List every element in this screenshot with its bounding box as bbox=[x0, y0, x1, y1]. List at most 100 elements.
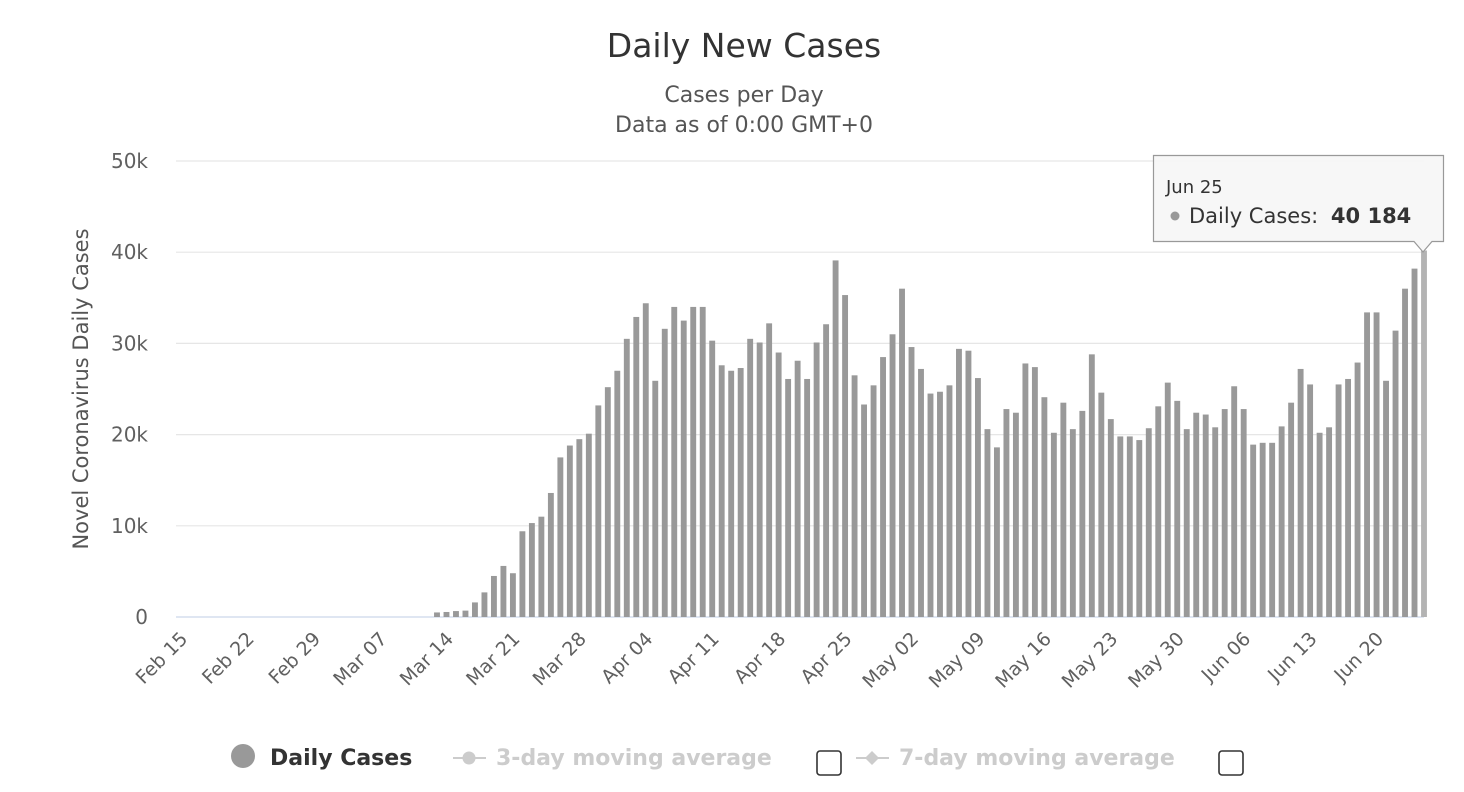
bar[interactable] bbox=[709, 340, 716, 617]
bar[interactable] bbox=[899, 288, 905, 617]
bar[interactable] bbox=[699, 306, 706, 617]
bar[interactable] bbox=[870, 385, 877, 617]
bar[interactable] bbox=[766, 323, 773, 617]
bar[interactable] bbox=[1307, 384, 1314, 617]
bar[interactable] bbox=[975, 378, 981, 617]
bar[interactable] bbox=[1126, 436, 1133, 617]
bar[interactable] bbox=[509, 573, 516, 617]
bar[interactable] bbox=[1402, 288, 1408, 617]
bar[interactable] bbox=[1145, 428, 1152, 617]
legend-3day-checkbox[interactable] bbox=[816, 750, 842, 776]
bar[interactable] bbox=[908, 347, 915, 617]
bar[interactable] bbox=[481, 592, 488, 617]
bar[interactable] bbox=[1022, 363, 1029, 617]
bar[interactable] bbox=[519, 531, 526, 617]
bar[interactable] bbox=[434, 612, 440, 617]
bar[interactable] bbox=[1136, 440, 1143, 617]
bar[interactable] bbox=[1079, 410, 1086, 617]
bar[interactable] bbox=[785, 378, 792, 617]
bar[interactable] bbox=[585, 433, 592, 617]
bar[interactable] bbox=[1174, 400, 1181, 617]
bar[interactable] bbox=[718, 365, 725, 617]
bar[interactable] bbox=[1012, 412, 1019, 617]
bar[interactable] bbox=[566, 445, 573, 617]
bar[interactable] bbox=[1421, 250, 1427, 617]
bar[interactable] bbox=[614, 370, 621, 617]
bar[interactable] bbox=[851, 375, 858, 617]
bar[interactable] bbox=[1155, 406, 1162, 617]
bar[interactable] bbox=[1269, 442, 1276, 617]
bar[interactable] bbox=[794, 360, 801, 617]
bar[interactable] bbox=[1250, 444, 1257, 617]
bar[interactable] bbox=[1326, 427, 1333, 617]
bar[interactable] bbox=[775, 352, 782, 617]
bar[interactable] bbox=[1060, 402, 1067, 617]
bar[interactable] bbox=[1278, 426, 1285, 617]
bar[interactable] bbox=[1069, 429, 1076, 617]
bar[interactable] bbox=[1041, 397, 1048, 617]
bar[interactable] bbox=[1411, 268, 1418, 617]
bar[interactable] bbox=[1297, 368, 1304, 617]
bar[interactable] bbox=[680, 320, 687, 617]
bar[interactable] bbox=[1202, 414, 1209, 617]
bar[interactable] bbox=[1088, 354, 1095, 617]
bar[interactable] bbox=[1098, 392, 1105, 617]
bar[interactable] bbox=[965, 350, 972, 617]
bar[interactable] bbox=[652, 380, 659, 617]
bar[interactable] bbox=[993, 447, 1000, 617]
bar[interactable] bbox=[842, 295, 849, 617]
bar[interactable] bbox=[1373, 312, 1380, 617]
bar[interactable] bbox=[946, 385, 953, 617]
bar[interactable] bbox=[927, 393, 934, 617]
bar[interactable] bbox=[604, 387, 611, 617]
bar[interactable] bbox=[490, 575, 497, 617]
bar[interactable] bbox=[984, 429, 991, 617]
bar[interactable] bbox=[642, 303, 649, 617]
bar[interactable] bbox=[462, 610, 469, 617]
bar[interactable] bbox=[633, 316, 640, 617]
bar[interactable] bbox=[595, 405, 602, 617]
bar[interactable] bbox=[453, 611, 459, 617]
legend-item-3day-average[interactable]: 3-day moving average bbox=[453, 746, 772, 771]
bar[interactable] bbox=[1117, 436, 1124, 617]
bar[interactable] bbox=[1193, 412, 1200, 617]
bar[interactable] bbox=[1364, 312, 1370, 617]
bar[interactable] bbox=[472, 602, 478, 617]
bar[interactable] bbox=[1231, 386, 1238, 617]
bar[interactable] bbox=[813, 342, 820, 617]
bar[interactable] bbox=[861, 404, 867, 618]
bar[interactable] bbox=[918, 368, 924, 617]
bar[interactable] bbox=[1164, 382, 1171, 617]
bar[interactable] bbox=[823, 324, 830, 617]
bar[interactable] bbox=[1259, 442, 1266, 617]
bar[interactable] bbox=[671, 306, 678, 617]
bar[interactable] bbox=[557, 457, 564, 617]
bar[interactable] bbox=[1107, 419, 1114, 617]
bar[interactable] bbox=[1354, 362, 1361, 617]
bar[interactable] bbox=[1316, 432, 1323, 617]
bar[interactable] bbox=[747, 338, 754, 617]
bar[interactable] bbox=[623, 338, 630, 617]
bar[interactable] bbox=[1335, 384, 1342, 617]
bar[interactable] bbox=[500, 565, 507, 617]
bar[interactable] bbox=[737, 368, 744, 617]
bar[interactable] bbox=[1003, 409, 1010, 617]
bar[interactable] bbox=[1031, 367, 1038, 617]
bar[interactable] bbox=[956, 348, 962, 617]
legend-item-daily-cases[interactable]: Daily Cases bbox=[231, 744, 412, 771]
bar[interactable] bbox=[690, 306, 697, 617]
bar[interactable] bbox=[576, 439, 583, 617]
legend-7day-checkbox[interactable] bbox=[1218, 750, 1244, 776]
bar[interactable] bbox=[1392, 330, 1399, 617]
bar[interactable] bbox=[889, 334, 896, 617]
bar[interactable] bbox=[661, 328, 668, 617]
bar[interactable] bbox=[1240, 409, 1247, 617]
bar[interactable] bbox=[937, 391, 943, 617]
bar[interactable] bbox=[1050, 432, 1057, 617]
bar[interactable] bbox=[728, 370, 735, 617]
bar[interactable] bbox=[443, 611, 450, 617]
bar[interactable] bbox=[1345, 378, 1352, 617]
bar[interactable] bbox=[547, 492, 554, 617]
bar[interactable] bbox=[832, 260, 839, 617]
bar[interactable] bbox=[1221, 409, 1228, 617]
